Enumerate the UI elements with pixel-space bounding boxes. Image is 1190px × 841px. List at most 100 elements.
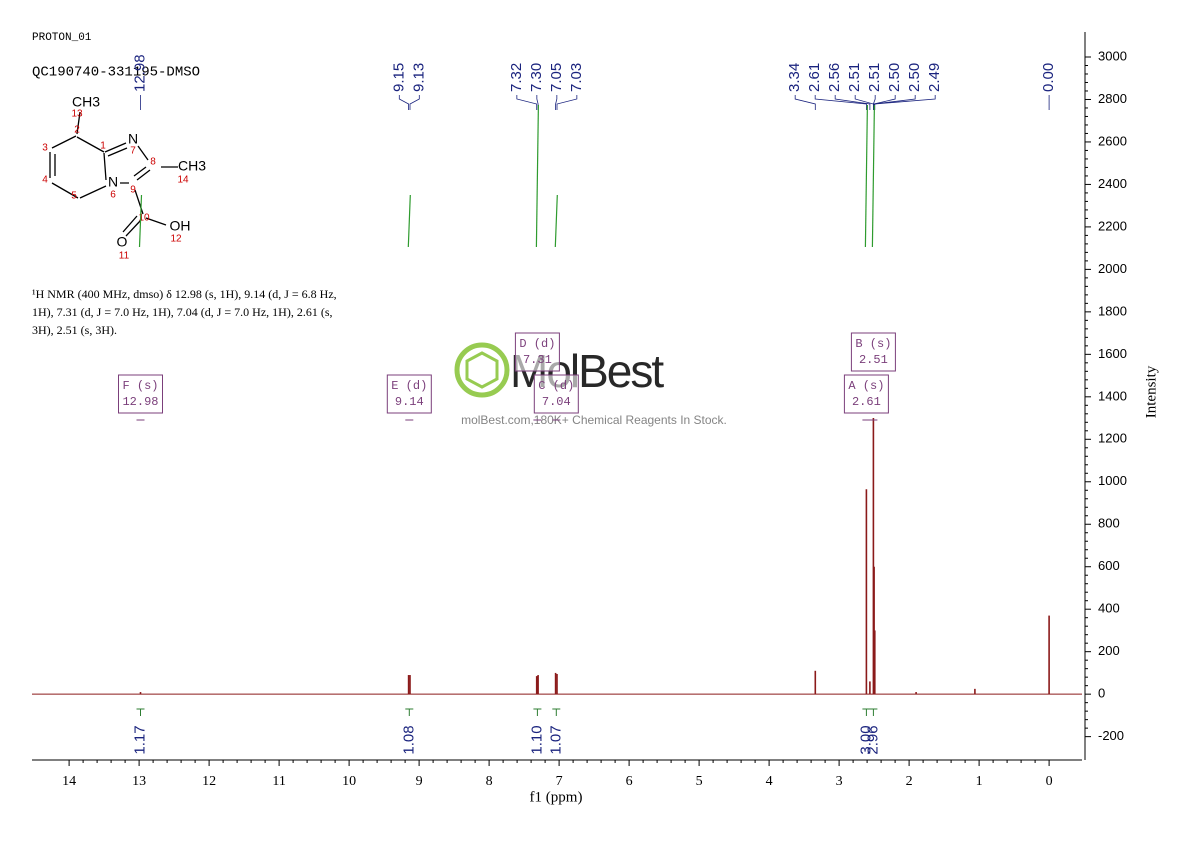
multiplet-box [843, 374, 889, 414]
multiplet-shift: 9.14 [395, 395, 424, 409]
atom-number: 11 [119, 251, 130, 262]
x-tick-label: 11 [272, 774, 285, 789]
atom-number: 8 [150, 157, 156, 168]
integral-bracket [862, 708, 871, 716]
x-tick-label: 1 [976, 774, 983, 789]
integral-bracket [405, 708, 414, 716]
multiplet-box [533, 374, 579, 414]
x-tick-label: 7 [556, 774, 563, 789]
x-tick-label: 9 [416, 774, 423, 789]
y-tick-label: 3000 [1098, 48, 1127, 63]
multiplet-label: B (s) [855, 337, 891, 351]
y-tick-label: 1400 [1098, 388, 1127, 403]
multiplet-box [386, 374, 432, 414]
multiplet-marker [535, 104, 539, 248]
multiplet-shift: 2.51 [859, 353, 888, 367]
multiplet-shift: 2.61 [852, 395, 881, 409]
peak-label: 9.13 [410, 63, 427, 92]
peak-label-connector [814, 95, 867, 110]
integral-label: 1.08 [400, 725, 417, 754]
y-tick-label: 600 [1098, 558, 1120, 573]
atom-label: O [117, 234, 128, 250]
x-tick-label: 6 [626, 774, 633, 789]
atom-number: 12 [170, 234, 182, 245]
atom-label: CH3 [178, 158, 206, 174]
multiplet-marker [871, 104, 875, 248]
atom-label: N [128, 131, 138, 147]
peak-label: 2.56 [826, 63, 843, 92]
experiment-name: PROTON_01 [32, 32, 92, 44]
peak-label-connector [873, 95, 876, 110]
multiplet-label: F (s) [122, 379, 158, 393]
x-tick-label: 12 [202, 774, 216, 789]
peak-label: 2.50 [886, 63, 903, 92]
y-tick-label: 200 [1098, 643, 1120, 658]
atom-number: 9 [130, 185, 136, 196]
y-tick-label: 400 [1098, 601, 1120, 616]
integral-label: 1.10 [528, 725, 545, 754]
integral-label: 3.00 [857, 725, 874, 754]
description-line: 1H), 7.31 (d, J = 7.0 Hz, 1H), 7.04 (d, … [32, 305, 333, 319]
y-tick-label: 2800 [1098, 91, 1127, 106]
peak-label: 7.05 [548, 63, 565, 92]
peak-label: 0.00 [1040, 63, 1057, 92]
atom-number: 5 [71, 191, 77, 202]
multiplet-label: D (d) [519, 337, 555, 351]
logo-hexagon [465, 351, 499, 389]
atom-label: CH3 [72, 94, 100, 110]
multiplet-shift: 7.31 [523, 353, 552, 367]
peak-label: 7.03 [568, 63, 585, 92]
peak-label: 9.15 [390, 63, 407, 92]
integral-bracket [552, 708, 561, 716]
x-tick-label: 4 [766, 774, 773, 789]
integral-bracket [533, 708, 542, 716]
y-tick-label: 1200 [1098, 431, 1127, 446]
multiplet-marker [138, 194, 143, 248]
y-tick-label: 2000 [1098, 261, 1127, 276]
x-tick-label: 13 [132, 774, 146, 789]
x-tick-label: 3 [836, 774, 843, 789]
multiplet-marker [407, 194, 411, 248]
y-tick-label: 0 [1098, 686, 1105, 701]
peak-label-connector [794, 95, 816, 110]
atom-label: OH [170, 218, 191, 234]
y-tick-label: 2600 [1098, 133, 1127, 148]
y-tick-label: 2200 [1098, 218, 1127, 233]
x-tick-label: 10 [342, 774, 356, 789]
y-tick-label: 1000 [1098, 473, 1127, 488]
peak-label-connector [516, 95, 538, 110]
peak-label-connector [555, 95, 558, 110]
atom-number: 6 [110, 190, 116, 201]
atom-number: 10 [138, 213, 150, 224]
multiplet-label: A (s) [848, 379, 884, 393]
peak-label: 2.51 [846, 63, 863, 92]
x-tick-label: 14 [62, 774, 76, 789]
x-tick-label: 5 [696, 774, 703, 789]
peak-label: 7.30 [528, 63, 545, 92]
y-tick-label: 2400 [1098, 176, 1127, 191]
logo-ring [454, 342, 510, 398]
multiplet-marker [864, 104, 868, 248]
x-axis-label: f1 (ppm) [530, 789, 583, 805]
peak-label: 2.61 [806, 63, 823, 92]
multiplet-label: E (d) [391, 379, 427, 393]
integral-label: 1.17 [131, 725, 148, 754]
peak-label-connector [556, 95, 578, 110]
multiplet-box [118, 374, 163, 414]
bonds [49, 111, 178, 237]
multiplet-marker [554, 194, 558, 248]
atom-label: N [108, 174, 118, 190]
watermark: MolBest molBest.com,180K+ Chemical Reage… [454, 342, 727, 427]
atom-number: 14 [177, 175, 189, 186]
peak-label: 7.32 [508, 63, 525, 92]
description-line: 3H), 2.51 (s, 3H). [32, 323, 117, 337]
multiplet-box [850, 332, 896, 372]
peak-label: 12.98 [131, 54, 148, 92]
peak-label: 2.50 [906, 63, 923, 92]
atom-number: 4 [42, 175, 48, 186]
atom-number: 13 [71, 109, 83, 120]
atom-number: 2 [74, 125, 80, 136]
y-tick-label: 1800 [1098, 303, 1127, 318]
integral-label: 2.96 [864, 725, 881, 754]
peak-label: 3.34 [786, 63, 803, 92]
